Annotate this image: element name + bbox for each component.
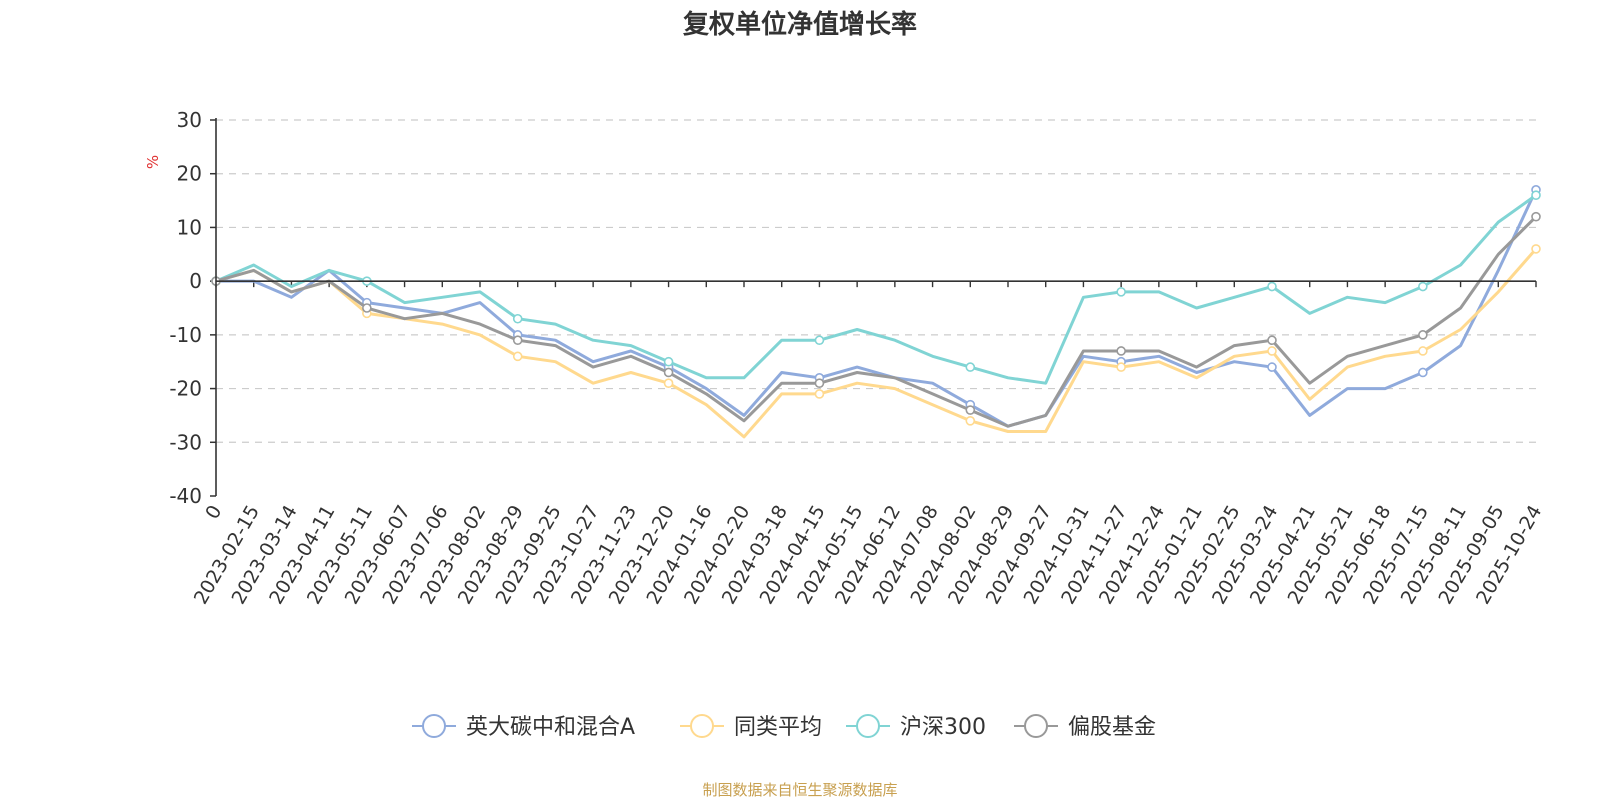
series-line — [215, 247, 1538, 439]
data-point — [663, 378, 674, 389]
legend-marker-icon — [856, 714, 880, 738]
series-line — [216, 189, 1538, 428]
y-tick-label: 30 — [177, 108, 202, 132]
legend-item[interactable]: 英大碳中和混合A — [412, 714, 635, 740]
data-point — [663, 356, 674, 367]
data-point — [512, 335, 523, 346]
data-point — [1418, 281, 1428, 292]
data-point — [814, 389, 825, 399]
y-tick-label: -40 — [169, 484, 202, 508]
legend-marker-icon — [422, 714, 446, 738]
series-group — [211, 211, 1541, 428]
x-tick-label: 0 — [201, 502, 226, 523]
legend[interactable]: 英大碳中和混合A 同类平均 沪深300 偏股基金 — [412, 714, 1156, 740]
legend-item[interactable]: 偏股基金 — [1014, 714, 1156, 740]
series-layer — [211, 185, 1541, 439]
series-line — [215, 193, 1537, 385]
data-point — [1267, 335, 1277, 346]
data-point — [814, 378, 825, 389]
chart-title: 复权单位净值增长率 — [683, 9, 917, 40]
data-point — [1418, 330, 1428, 340]
legend-marker-icon — [690, 714, 714, 738]
data-point — [1531, 211, 1541, 222]
y-tick-label: 10 — [177, 215, 202, 239]
data-point — [1116, 287, 1126, 297]
y-tick-label: -10 — [169, 323, 202, 347]
data-point — [1116, 362, 1126, 372]
legend-label: 同类平均 — [734, 715, 822, 740]
data-point — [1267, 281, 1277, 292]
y-axis-unit: % — [144, 155, 162, 169]
series-line — [215, 215, 1538, 428]
legend-item[interactable]: 同类平均 — [680, 714, 822, 740]
data-point — [1418, 367, 1428, 378]
legend-label: 英大碳中和混合A — [466, 715, 635, 740]
data-point — [1116, 346, 1126, 356]
data-point — [965, 405, 976, 415]
data-point — [362, 303, 372, 313]
y-tick-label: -20 — [169, 377, 202, 401]
legend-label: 偏股基金 — [1068, 715, 1156, 740]
y-axis-ticks: 30 20 10 0 -10 -20 -30 -40 — [169, 108, 216, 508]
data-point — [1531, 244, 1541, 254]
legend-item[interactable]: 沪深300 — [846, 714, 986, 740]
x-axis-ticks: 02023-02-152023-03-142023-04-112023-05-1… — [190, 281, 1546, 608]
data-point — [1418, 346, 1428, 356]
legend-label: 沪深300 — [900, 715, 986, 740]
y-tick-label: -30 — [169, 430, 202, 454]
data-point — [1531, 190, 1541, 200]
y-tick-label: 0 — [189, 269, 202, 293]
legend-marker-icon — [1024, 714, 1048, 738]
series-group — [211, 185, 1541, 428]
data-point — [965, 415, 976, 426]
y-tick-label: 20 — [177, 162, 202, 186]
source-note: 制图数据来自恒生聚源数据库 — [702, 781, 897, 799]
data-point — [512, 313, 523, 324]
data-point — [814, 335, 825, 346]
data-point — [663, 367, 674, 378]
data-point — [1267, 362, 1277, 372]
data-point — [512, 351, 523, 362]
data-point — [965, 362, 976, 372]
series-group — [211, 244, 1541, 439]
series-group — [211, 190, 1541, 385]
data-point — [1267, 346, 1277, 356]
